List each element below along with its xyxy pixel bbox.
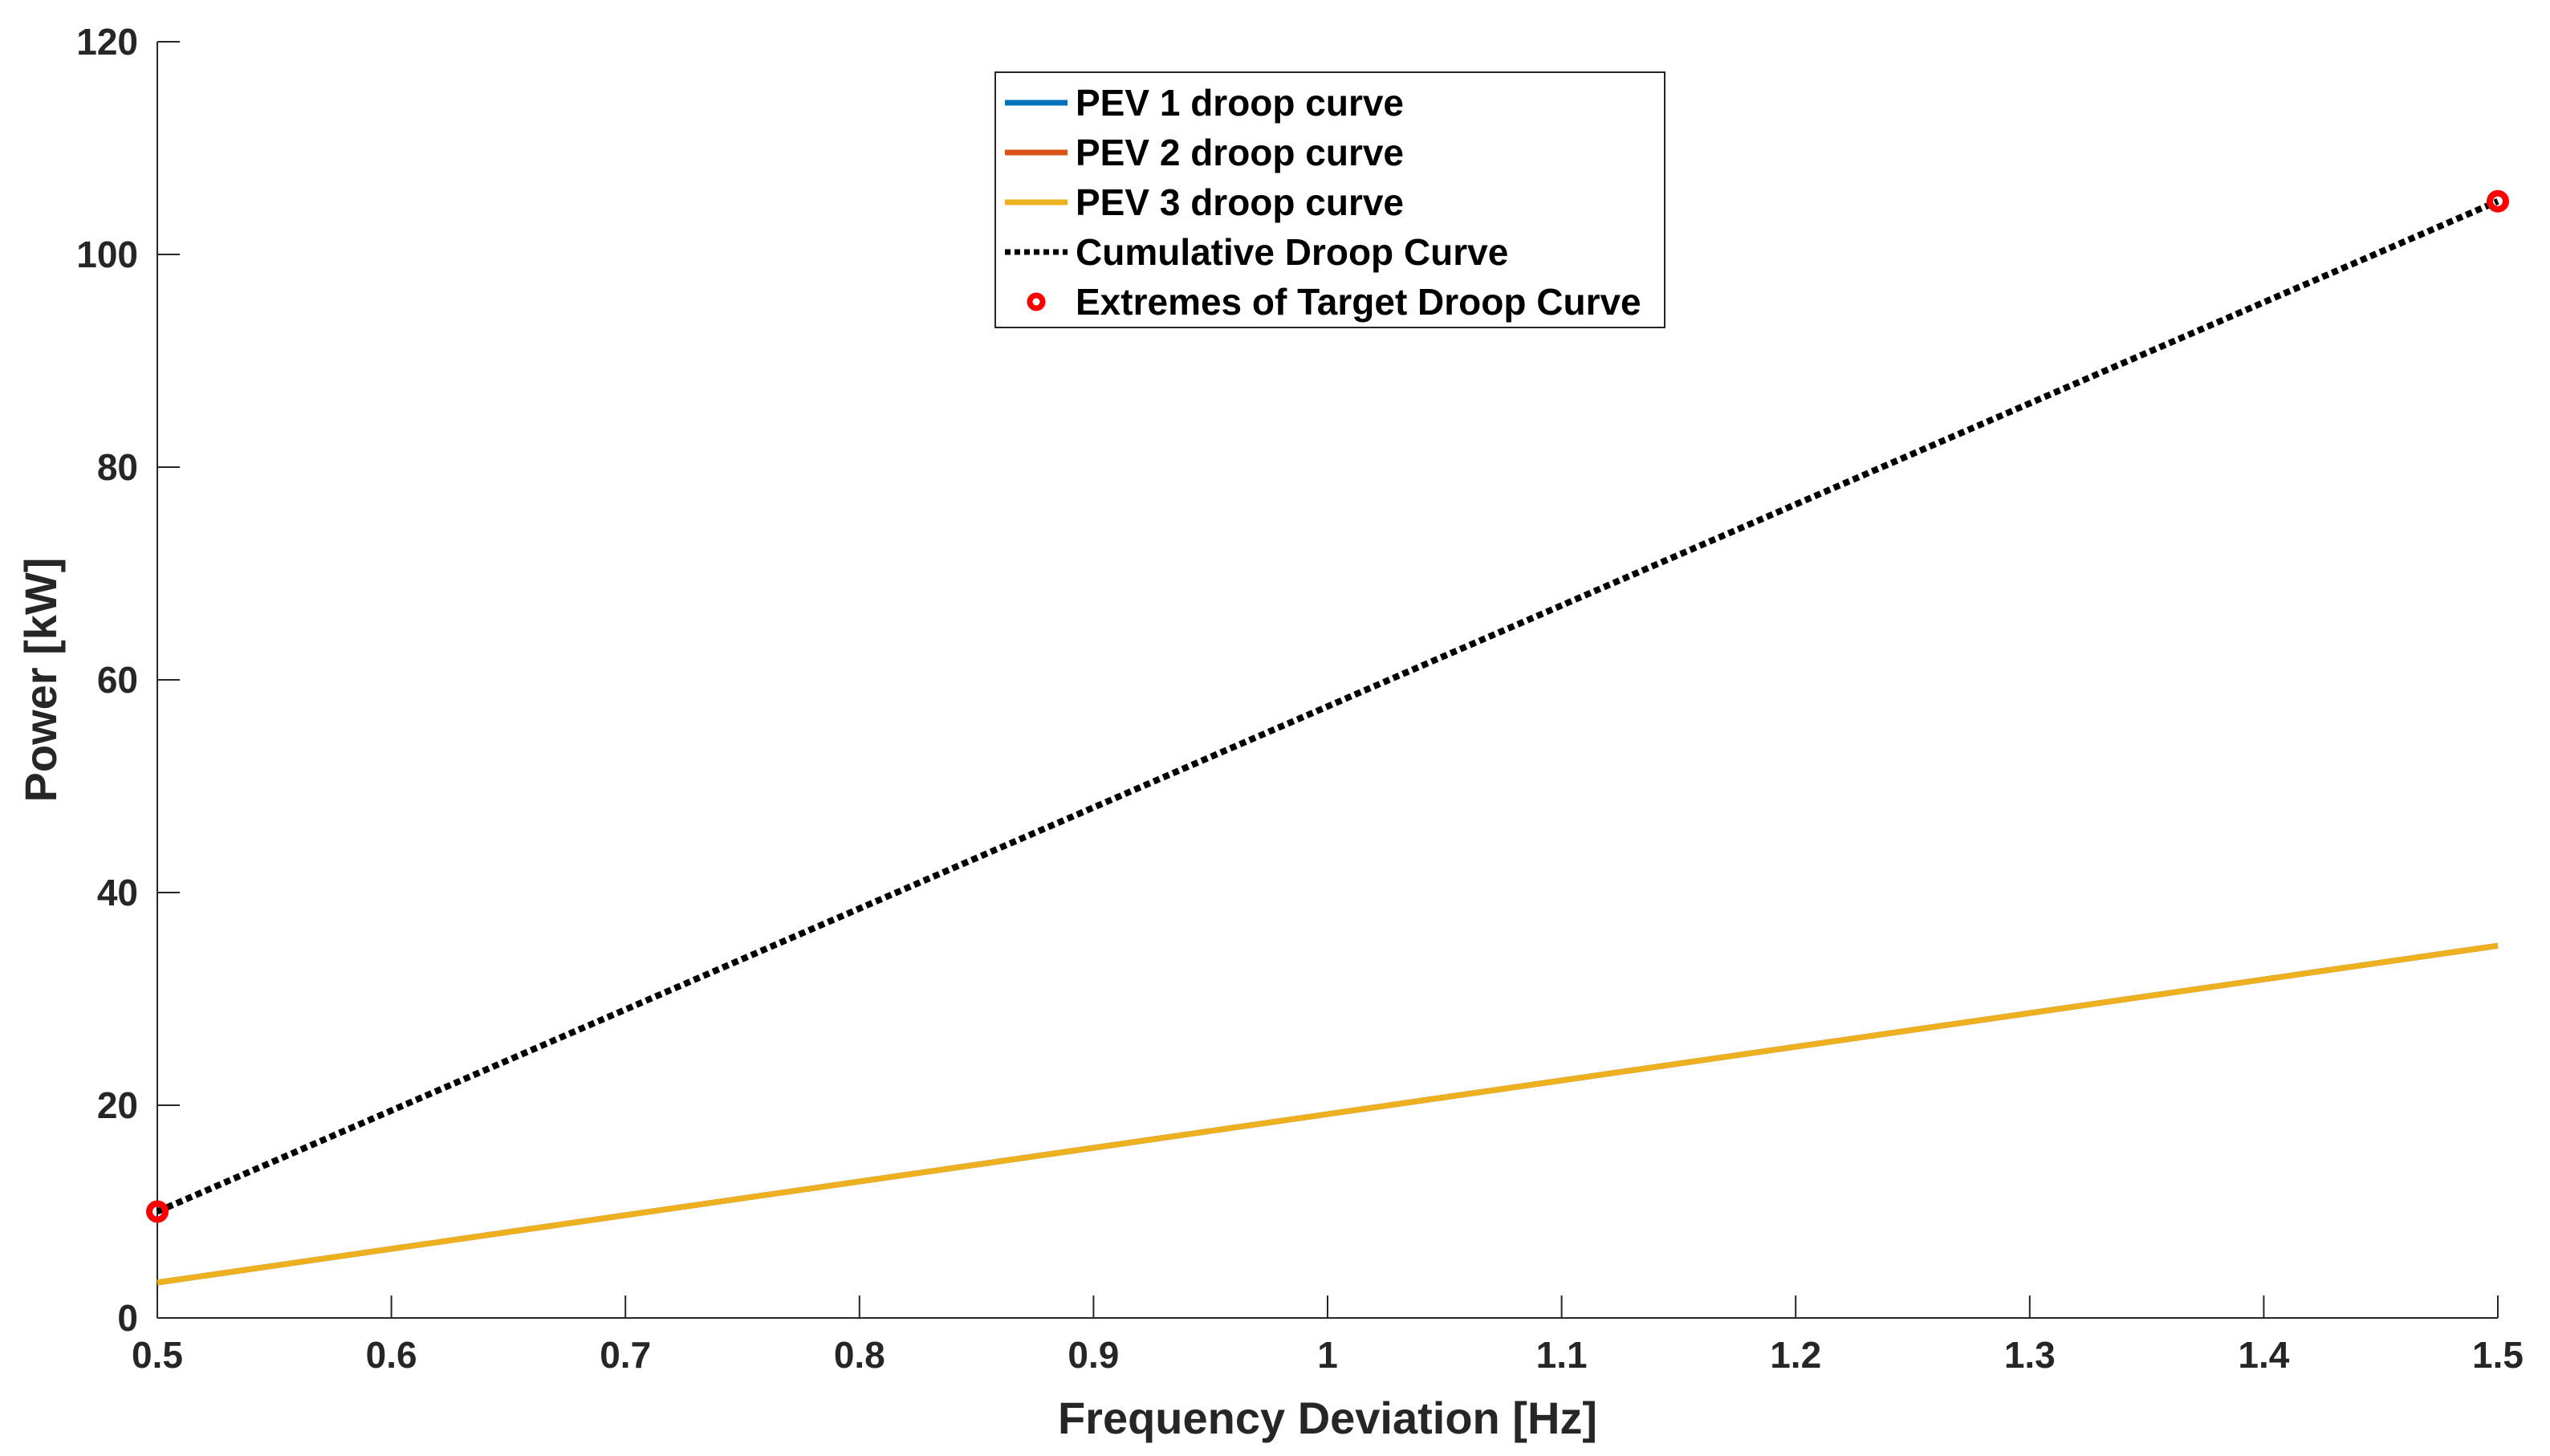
y-tick-label: 80 — [97, 446, 138, 488]
target-extreme-point — [2487, 189, 2509, 213]
x-tick-label: 0.7 — [600, 1334, 651, 1376]
x-tick-label: 1.1 — [1536, 1334, 1588, 1376]
legend-entry-label: PEV 2 droop curve — [1076, 132, 1404, 173]
y-tick-label: 20 — [97, 1084, 138, 1126]
x-tick-label: 1 — [1317, 1334, 1338, 1376]
legend-entry-label: PEV 3 droop curve — [1076, 181, 1404, 223]
y-tick-label: 40 — [97, 872, 138, 913]
y-tick-label: 0 — [117, 1297, 138, 1339]
legend: PEV 1 droop curve PEV 2 droop curve PEV 3 … — [994, 71, 1665, 328]
cumulative-droop-curve-line — [156, 198, 2499, 1215]
legend-entry-label: Extremes of Target Droop Curve — [1076, 281, 1641, 323]
x-tick-label: 0.9 — [1068, 1334, 1119, 1376]
legend-entry-label: Cumulative Droop Curve — [1076, 231, 1508, 273]
axes-layer: 0.5 0.6 0.7 0.8 0.9 1 1.1 1.2 1.3 1.4 1.5 0 20 40 60 80… — [15, 21, 2524, 1443]
legend-box — [994, 71, 1665, 328]
target-extreme-point — [146, 1200, 169, 1223]
x-tick-label: 0.5 — [132, 1334, 183, 1376]
x-axis-title: Frequency Deviation [Hz] — [1058, 1393, 1597, 1443]
y-tick-label: 60 — [97, 659, 138, 701]
series-layer — [146, 189, 2509, 1286]
x-tick-label: 0.8 — [834, 1334, 885, 1376]
x-tick-label: 1.3 — [2004, 1334, 2056, 1376]
x-tick-label: 1.5 — [2472, 1334, 2524, 1376]
y-tick-label: 100 — [76, 234, 138, 275]
legend-entry-label: PEV 1 droop curve — [1076, 82, 1404, 124]
y-axis-title: Power [kW] — [15, 558, 66, 803]
x-tick-label: 0.6 — [366, 1334, 417, 1376]
pev-3-droop-curve-line — [157, 942, 2499, 1286]
x-tick-label: 1.2 — [1770, 1334, 1821, 1376]
x-tick-label: 1.4 — [2238, 1334, 2289, 1376]
legend-marker-sample — [1027, 292, 1046, 311]
y-tick-label: 120 — [76, 21, 138, 63]
